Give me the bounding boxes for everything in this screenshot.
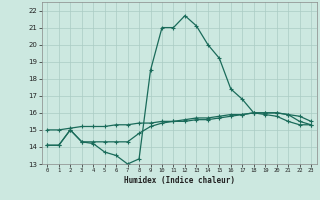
X-axis label: Humidex (Indice chaleur): Humidex (Indice chaleur) <box>124 176 235 185</box>
